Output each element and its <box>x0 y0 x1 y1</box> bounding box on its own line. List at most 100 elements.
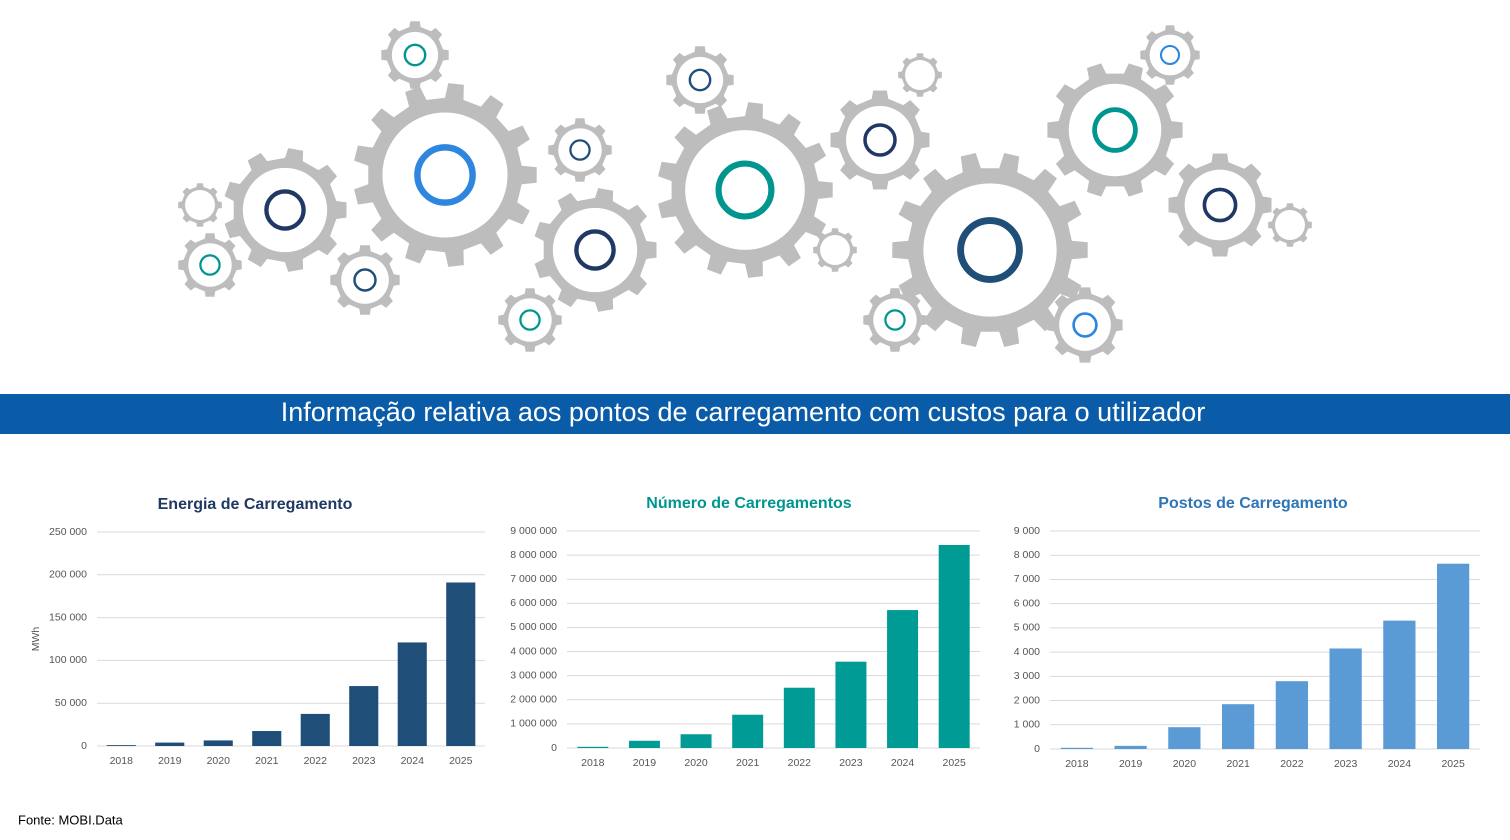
x-tick-label: 2023 <box>1334 758 1358 770</box>
y-tick-label: 50 000 <box>55 697 87 709</box>
gear-hub <box>558 128 602 172</box>
bar <box>106 745 136 746</box>
gear-icon <box>574 229 616 271</box>
gear-hub <box>923 183 1057 317</box>
gear-icon <box>353 268 377 292</box>
y-tick-label: 2 000 <box>1014 694 1040 706</box>
x-tick-label: 2021 <box>255 755 279 767</box>
bar <box>1275 681 1308 749</box>
y-tick-label: 100 000 <box>49 654 87 666</box>
gear-hub <box>685 130 805 250</box>
gear-icon <box>264 189 306 231</box>
bar <box>887 610 919 748</box>
y-tick-label: 1 000 <box>1014 719 1040 731</box>
x-tick-label: 2025 <box>943 757 967 769</box>
gear-hub <box>1184 169 1256 241</box>
chart-title: Energia de Carregamento <box>158 496 353 513</box>
y-tick-label: 0 <box>81 740 87 752</box>
gear-icon <box>519 309 541 331</box>
bar <box>680 734 712 748</box>
gear-icon <box>715 160 775 220</box>
x-tick-label: 2023 <box>352 755 376 767</box>
gear-icon <box>1202 187 1238 223</box>
bar <box>1168 727 1201 749</box>
bar <box>835 661 867 748</box>
x-tick-label: 2022 <box>788 757 812 769</box>
gears-illustration <box>178 21 1312 363</box>
bar <box>300 713 330 746</box>
x-tick-label: 2020 <box>684 757 708 769</box>
y-axis-label: MWh <box>30 627 42 652</box>
gear-icon <box>884 309 906 331</box>
gear-hub <box>341 256 389 304</box>
gear-icon <box>957 217 1023 283</box>
x-tick-label: 2021 <box>736 757 760 769</box>
bar <box>252 731 282 746</box>
gear-hub <box>391 31 439 79</box>
x-tick-label: 2022 <box>304 755 328 767</box>
gear-hub <box>676 56 724 104</box>
y-tick-label: 9 000 <box>1014 525 1040 537</box>
y-tick-label: 8 000 <box>1014 549 1040 561</box>
y-tick-label: 250 000 <box>49 526 87 538</box>
gear-hub <box>188 243 232 287</box>
y-tick-label: 6 000 000 <box>510 597 557 609</box>
bar <box>155 742 185 746</box>
bar <box>446 582 476 746</box>
gear-hub <box>382 112 508 238</box>
x-tick-label: 2020 <box>1173 758 1197 770</box>
gear-icon <box>863 123 897 157</box>
y-tick-label: 7 000 000 <box>510 573 557 585</box>
y-tick-label: 5 000 <box>1014 622 1040 634</box>
y-tick-label: 7 000 <box>1014 573 1040 585</box>
y-tick-label: 3 000 <box>1014 670 1040 682</box>
y-tick-label: 9 000 000 <box>510 525 557 537</box>
gear-hub <box>846 106 914 174</box>
gear-hub <box>905 60 935 90</box>
bar <box>577 746 609 748</box>
y-tick-label: 5 000 000 <box>510 621 557 633</box>
gear-icon <box>569 139 591 161</box>
y-tick-label: 0 <box>551 742 557 754</box>
banner <box>0 394 1510 434</box>
source: Fonte: MOBI.Data <box>18 812 124 827</box>
gear-hub <box>552 207 638 293</box>
x-tick-label: 2021 <box>1226 758 1250 770</box>
bar <box>628 740 660 748</box>
gear-icon <box>414 144 476 206</box>
y-tick-label: 8 000 000 <box>510 549 557 561</box>
gear-icon <box>1092 107 1138 153</box>
gear-hub <box>185 190 215 220</box>
gear-icon <box>688 68 712 92</box>
gear-icon <box>1072 312 1098 338</box>
x-tick-label: 2020 <box>207 755 231 767</box>
banner-title: Informação relativa aos pontos de carreg… <box>281 397 1206 427</box>
chart-title: Número de Carregamentos <box>646 495 851 512</box>
x-tick-label: 2024 <box>401 755 425 767</box>
x-tick-label: 2019 <box>633 757 657 769</box>
gear-icon <box>199 254 221 276</box>
bar <box>1437 563 1470 749</box>
y-tick-label: 6 000 <box>1014 597 1040 609</box>
gear-icon <box>403 43 427 67</box>
x-tick-label: 2022 <box>1280 758 1304 770</box>
bar <box>203 740 233 746</box>
x-tick-label: 2025 <box>1441 758 1465 770</box>
gear-hub <box>873 298 917 342</box>
x-tick-label: 2023 <box>839 757 863 769</box>
x-tick-label: 2018 <box>1065 758 1089 770</box>
bar <box>1383 620 1416 749</box>
gear-hub <box>820 235 850 265</box>
x-tick-label: 2018 <box>110 755 134 767</box>
y-tick-label: 1 000 000 <box>510 718 557 730</box>
y-tick-label: 150 000 <box>49 611 87 623</box>
gear-hub <box>1068 83 1162 177</box>
bar <box>938 544 970 748</box>
bar <box>1329 648 1362 749</box>
bar <box>349 686 379 746</box>
x-tick-label: 2019 <box>1119 758 1143 770</box>
y-tick-label: 2 000 000 <box>510 694 557 706</box>
y-tick-label: 200 000 <box>49 569 87 581</box>
bar <box>1060 747 1093 749</box>
